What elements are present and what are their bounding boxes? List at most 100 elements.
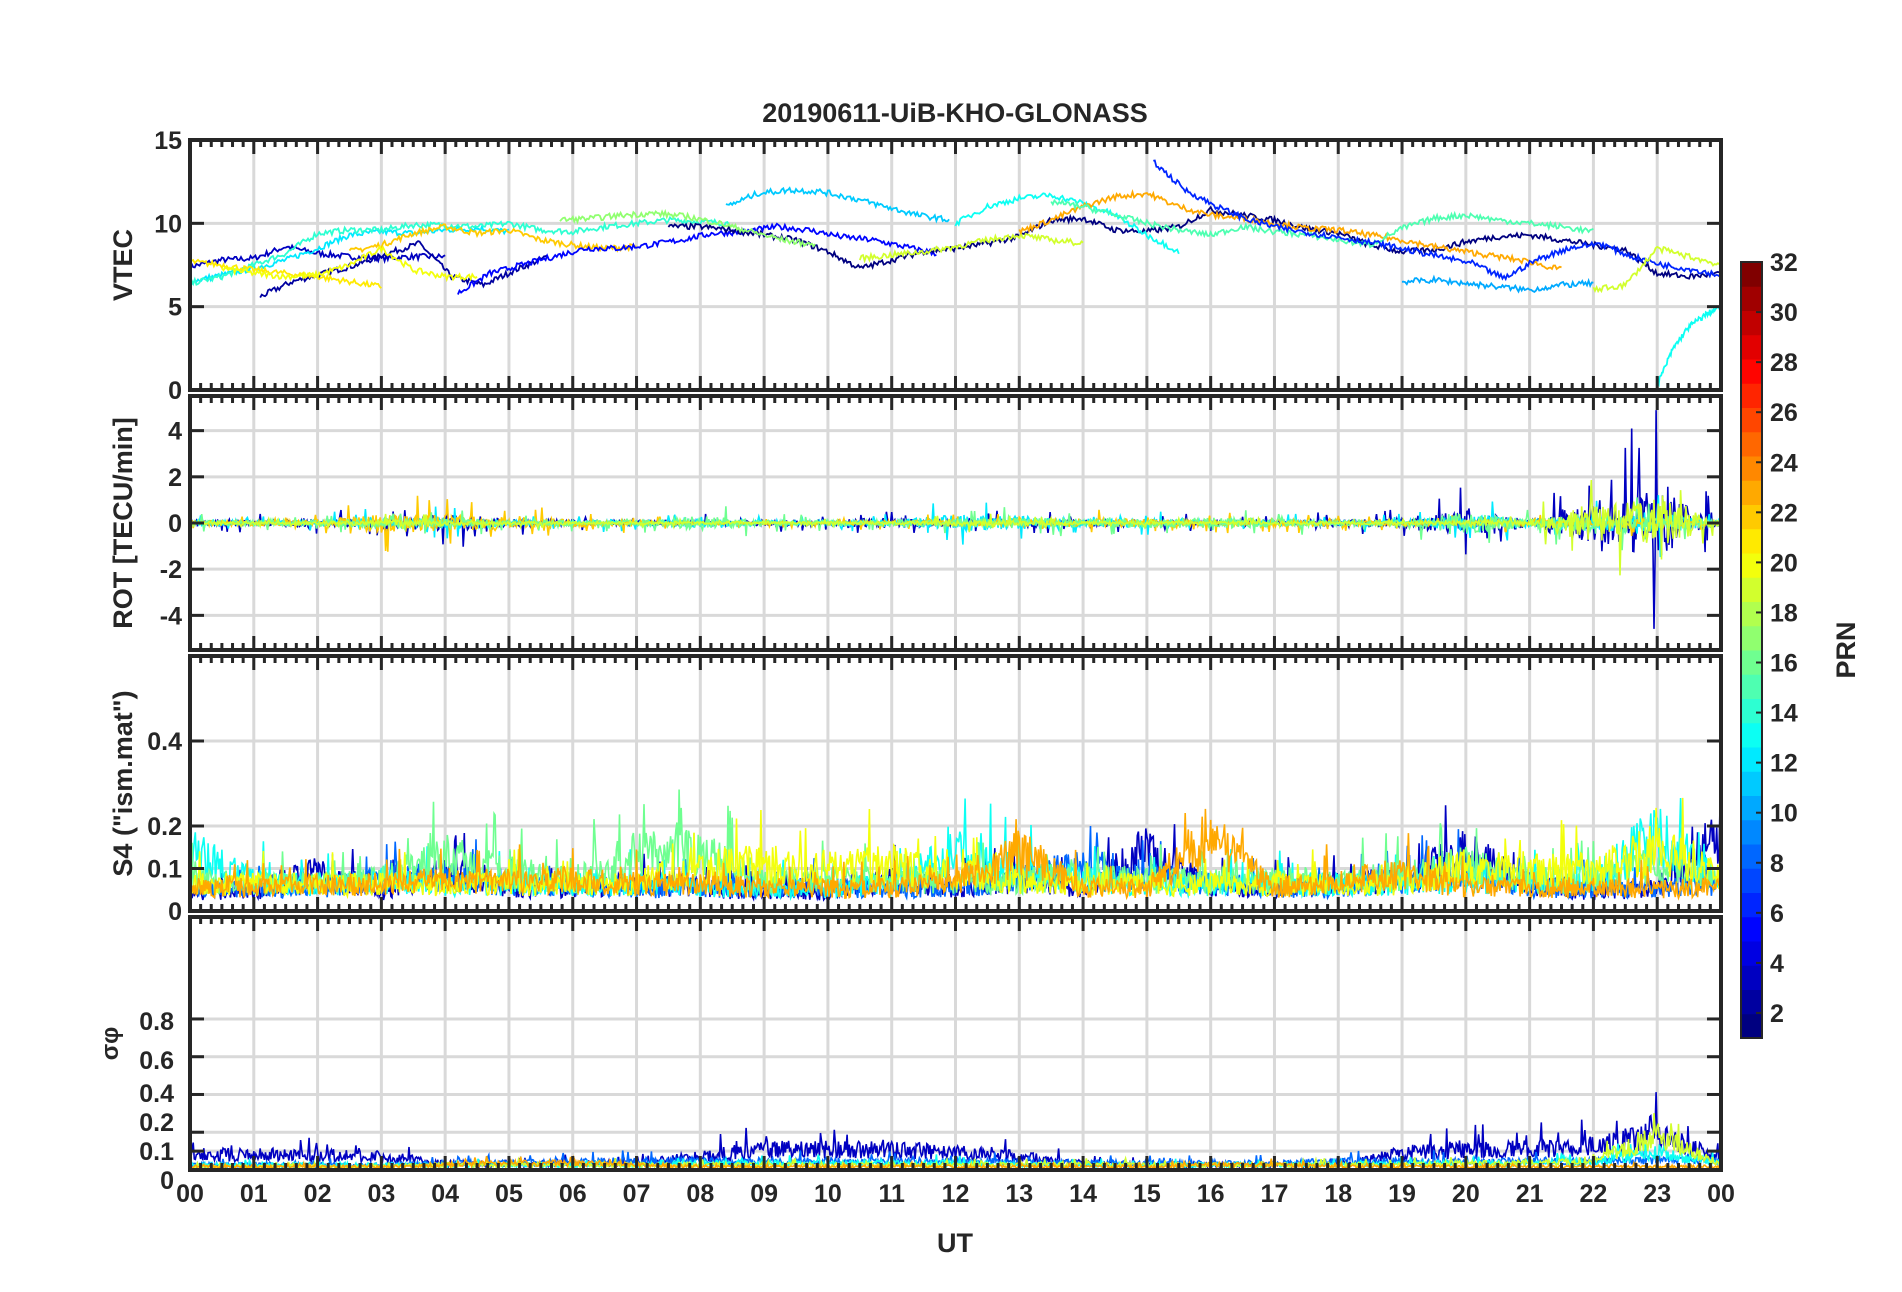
x-tick-label: 11 xyxy=(878,1180,905,1208)
colorbar-tick-label: 22 xyxy=(1770,499,1798,527)
data-lines xyxy=(190,159,1721,388)
colorbar-swatch-prn-10 xyxy=(1741,795,1762,821)
colorbar-swatch-prn-16 xyxy=(1741,650,1762,675)
series-line-prn-17 xyxy=(559,208,816,249)
data-lines xyxy=(190,789,1721,902)
colorbar-tick-label: 26 xyxy=(1770,399,1798,427)
colorbar-swatch-prn-20 xyxy=(1741,553,1762,578)
x-tick-label: 08 xyxy=(686,1180,714,1208)
x-tick-label: 15 xyxy=(1133,1180,1161,1208)
colorbar-swatch-prn-8 xyxy=(1741,844,1762,869)
colorbar-box xyxy=(1740,261,1763,1039)
y-tick-label: 0.6 xyxy=(139,1047,174,1075)
x-tick-label: 16 xyxy=(1197,1180,1225,1208)
y-tick-label: 0.2 xyxy=(139,1109,174,1137)
colorbar-swatch-prn-5 xyxy=(1741,916,1762,942)
colorbar-swatch-prn-21 xyxy=(1741,528,1762,554)
y-axis-label: σφ xyxy=(97,1027,124,1061)
x-tick-label: 19 xyxy=(1388,1180,1416,1208)
y-tick-label: 0.4 xyxy=(147,728,182,756)
y-axis-label: S4 ("ism.mat") xyxy=(108,690,138,876)
y-tick-label: 0 xyxy=(168,510,182,538)
series-line-prn-23 xyxy=(190,808,1721,901)
colorbar-swatch-prn-13 xyxy=(1741,722,1762,748)
colorbar-swatch-prn-25 xyxy=(1741,431,1762,457)
colorbar-swatch-prn-28 xyxy=(1741,359,1762,384)
colorbar-tick-label: 4 xyxy=(1770,950,1784,978)
y-tick-label: 2 xyxy=(168,464,182,492)
colorbar-swatch-prn-23 xyxy=(1741,480,1762,505)
colorbar-swatch-prn-17 xyxy=(1741,625,1762,651)
x-tick-label: 06 xyxy=(559,1180,587,1208)
colorbar-swatch-prn-4 xyxy=(1741,941,1762,966)
colorbar-swatch-prn-22 xyxy=(1741,504,1762,530)
x-tick-label: 03 xyxy=(367,1180,395,1208)
colorbar-label: PRN xyxy=(1831,621,1861,678)
x-tick-label: 22 xyxy=(1580,1180,1608,1208)
colorbar-swatch-prn-24 xyxy=(1741,456,1762,481)
colorbar-swatch-prn-31 xyxy=(1741,286,1762,311)
chart-title: 20190611-UiB-KHO-GLONASS xyxy=(762,98,1148,128)
x-axis-label: UT xyxy=(937,1228,973,1258)
colorbar-swatch-prn-18 xyxy=(1741,601,1762,627)
y-axis-label: ROT [TECU/min] xyxy=(108,417,138,628)
colorbar-tick-label: 16 xyxy=(1770,650,1798,678)
x-tick-label: 02 xyxy=(304,1180,332,1208)
colorbar-swatch-prn-19 xyxy=(1741,577,1762,602)
colorbar-swatch-prn-15 xyxy=(1741,674,1762,699)
series-line-prn-1 xyxy=(667,205,1721,281)
y-axis-label: VTEC xyxy=(108,229,138,301)
colorbar-swatch-prn-6 xyxy=(1741,892,1762,918)
x-tick-label: 07 xyxy=(623,1180,651,1208)
series-line-prn-3 xyxy=(190,243,446,270)
colorbar-swatch-prn-1 xyxy=(1741,1013,1762,1039)
colorbar-tick-label: 14 xyxy=(1770,700,1798,728)
x-tick-label: 13 xyxy=(1005,1180,1033,1208)
y-tick-label: -2 xyxy=(160,556,182,584)
colorbar-swatch-prn-29 xyxy=(1741,334,1762,360)
x-tick-label: 20 xyxy=(1452,1180,1480,1208)
y-tick-label: -4 xyxy=(160,602,182,630)
y-tick-label: 5 xyxy=(168,294,182,322)
colorbar-tick-label: 6 xyxy=(1770,900,1784,928)
colorbar-swatch-prn-2 xyxy=(1741,989,1762,1015)
colorbar-swatch-prn-14 xyxy=(1741,698,1762,724)
panel-rot: -4 -2 0 2 4 ROT [TECU/min] xyxy=(108,394,1723,652)
panel-s4: 0 0.1 0.2 0.4 S4 ("ism.mat") xyxy=(108,654,1723,926)
series-line-prn-19 xyxy=(858,230,1084,264)
colorbar-tick-label: 10 xyxy=(1770,800,1798,828)
series-line-prn-6 xyxy=(1153,159,1721,282)
colorbar-tick-label: 32 xyxy=(1770,249,1798,277)
colorbar-tick-label: 20 xyxy=(1770,549,1798,577)
x-tick-label: 00 xyxy=(176,1180,204,1208)
series-line-prn-22 xyxy=(348,223,637,254)
series-line-prn-19 xyxy=(1592,245,1721,294)
y-tick-label: 15 xyxy=(154,127,182,155)
y-tick-label: 0 xyxy=(168,898,182,926)
x-tick-label: 17 xyxy=(1261,1180,1289,1208)
colorbar-swatch-prn-32 xyxy=(1741,262,1762,287)
colorbar-tick-label: 8 xyxy=(1770,850,1784,878)
y-tick-label: 0 xyxy=(160,1167,174,1195)
colorbar-tick-label: 28 xyxy=(1770,349,1798,377)
data-lines xyxy=(190,410,1721,629)
x-tick-label: 05 xyxy=(495,1180,523,1208)
colorbar-swatch-prn-27 xyxy=(1741,383,1762,408)
colorbar-swatch-prn-12 xyxy=(1741,747,1762,772)
x-tick-label: 09 xyxy=(750,1180,778,1208)
series-line-prn-20 xyxy=(221,244,478,283)
colorbar-swatch-prn-7 xyxy=(1741,868,1762,893)
panel-vtec: 0 5 10 15 VTEC xyxy=(108,127,1723,405)
colorbar-swatch-prn-26 xyxy=(1741,407,1762,433)
colorbar-tick-label: 2 xyxy=(1770,1000,1784,1028)
colorbar-tick-label: 30 xyxy=(1770,299,1798,327)
series-line-prn-19 xyxy=(190,479,1721,576)
series-line-prn-13 xyxy=(954,192,1180,255)
y-tick-label: 0 xyxy=(168,377,182,405)
series-line-prn-13 xyxy=(1656,305,1721,388)
y-tick-label: 0.8 xyxy=(139,1008,174,1036)
series-line-prn-11 xyxy=(725,186,950,224)
